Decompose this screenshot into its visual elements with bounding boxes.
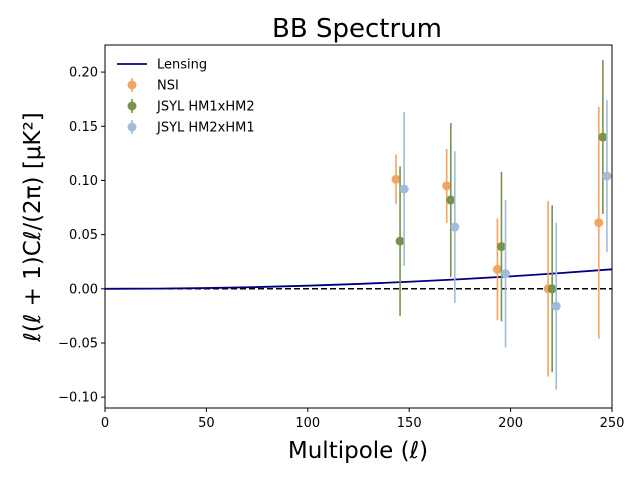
legend-series-1-label: NSI — [157, 79, 179, 94]
x-axis-label: Multipole (ℓ) — [288, 438, 428, 464]
y-tick-label: 0.20 — [69, 66, 98, 81]
x-tick-label: 0 — [101, 416, 109, 431]
legend-series-2-label: JSYL HM1xHM2 — [156, 100, 255, 115]
y-tick-label: 0.15 — [69, 120, 98, 135]
data-point-series-1 — [492, 264, 502, 274]
legend-series-3-label: JSYL HM2xHM1 — [156, 121, 255, 136]
y-axis-ticks: −0.10 −0.05 0.00 0.05 0.10 0.15 0.20 — [58, 66, 105, 406]
y-tick-label: 0.05 — [69, 228, 98, 243]
chart-title: BB Spectrum — [272, 14, 442, 44]
x-tick-label: 100 — [295, 416, 320, 431]
data-point-series-3 — [450, 222, 460, 232]
legend-series-3-marker — [127, 122, 137, 132]
x-tick-label: 250 — [600, 416, 625, 431]
y-tick-label: 0.00 — [69, 282, 98, 297]
data-point-series-1 — [594, 218, 604, 228]
lensing-curve — [104, 268, 613, 290]
data-point-series-2 — [446, 195, 456, 205]
data-point-series-1 — [442, 181, 452, 191]
data-point-series-3 — [551, 301, 561, 311]
data-point-series-2 — [598, 132, 608, 142]
legend-series-2-marker — [127, 101, 137, 111]
y-axis-label: ℓ(ℓ + 1)Cℓ/(2π) [μK²] — [20, 112, 46, 342]
data-point-series-3 — [399, 184, 409, 194]
data-point-series-2 — [496, 242, 506, 252]
x-tick-label: 200 — [498, 416, 523, 431]
y-tick-label: −0.05 — [58, 336, 98, 351]
x-tick-label: 150 — [397, 416, 422, 431]
legend-series-1-marker — [127, 80, 137, 90]
plot-area — [104, 60, 613, 390]
data-point-series-3 — [602, 171, 612, 181]
data-point-series-3 — [501, 269, 511, 279]
y-tick-label: 0.10 — [69, 174, 98, 189]
plot-frame — [104, 44, 613, 409]
data-point-series-2 — [395, 236, 405, 246]
data-point-series-1 — [391, 174, 401, 184]
data-point-series-2 — [547, 284, 557, 294]
x-tick-label: 50 — [198, 416, 215, 431]
legend-lensing-label: Lensing — [157, 58, 207, 73]
y-tick-label: −0.10 — [58, 391, 98, 406]
x-axis-ticks: 0 50 100 150 200 250 — [101, 408, 625, 431]
legend: Lensing NSI JSYL HM1xHM2 JSYL HM2xHM1 — [117, 58, 255, 136]
